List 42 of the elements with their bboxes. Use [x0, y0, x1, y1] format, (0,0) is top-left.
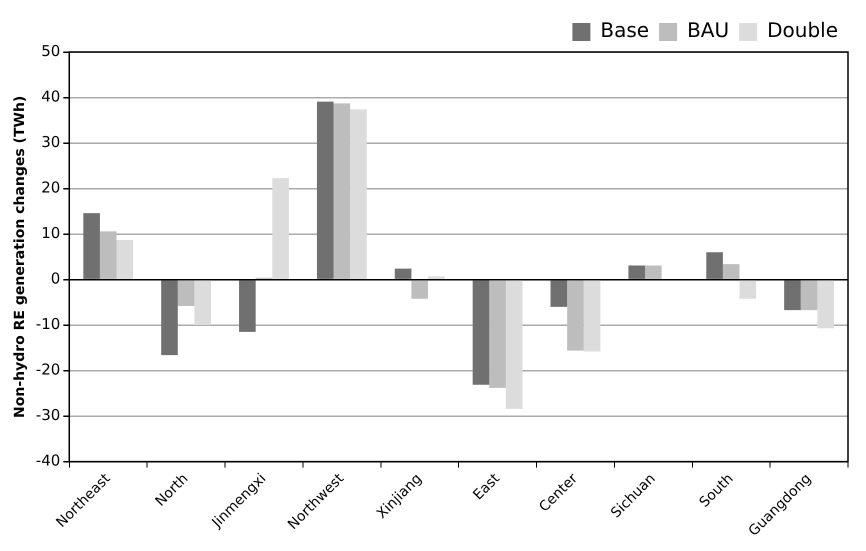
- bar: [740, 280, 756, 299]
- y-tick-label: 0: [50, 269, 60, 288]
- bar: [489, 280, 506, 388]
- bar: [800, 280, 818, 310]
- bar: [316, 102, 334, 279]
- bar: [506, 280, 523, 409]
- legend-label: BAU: [687, 18, 730, 42]
- bar: [178, 280, 194, 306]
- y-axis-title: Non-hydro RE generation changes (TWh): [12, 96, 28, 418]
- bar: [628, 265, 646, 279]
- y-tick-label: 50: [41, 42, 60, 60]
- y-tick-label: 40: [41, 87, 60, 106]
- bar: [411, 280, 428, 299]
- bar: [83, 213, 100, 279]
- bar: [272, 178, 289, 279]
- y-tick-label: -40: [36, 452, 60, 470]
- bar: [472, 280, 490, 385]
- bar: [116, 240, 134, 279]
- bar: [645, 265, 662, 279]
- bar: [722, 264, 740, 279]
- bar: [584, 280, 600, 352]
- y-tick-label: 20: [41, 178, 60, 196]
- y-tick-label: 10: [41, 224, 60, 242]
- bar: [334, 103, 350, 279]
- bar: [350, 109, 367, 279]
- y-tick-label: -10: [36, 314, 60, 333]
- bar: [817, 280, 834, 328]
- bar: [100, 231, 117, 279]
- legend-label: Double: [767, 18, 838, 42]
- bar: [567, 280, 584, 351]
- bar: [194, 280, 212, 326]
- y-tick-label: 30: [41, 132, 60, 151]
- bar: [706, 252, 723, 279]
- bar: [550, 280, 568, 307]
- y-tick-label: -30: [36, 406, 60, 424]
- bar: [428, 276, 445, 279]
- bar: [394, 268, 412, 279]
- y-tick-label: -20: [36, 360, 60, 379]
- legend-label: Base: [600, 18, 650, 42]
- bar: [239, 280, 256, 332]
- bar: [784, 280, 801, 310]
- bar: [161, 280, 178, 356]
